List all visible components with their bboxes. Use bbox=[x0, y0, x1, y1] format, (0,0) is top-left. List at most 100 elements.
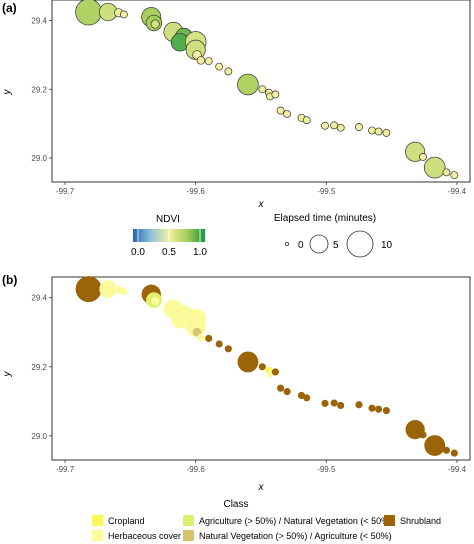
size-legend-key-5 bbox=[309, 234, 329, 254]
elapsed-time-legend: Elapsed time (minutes) 0 5 10 bbox=[274, 213, 393, 258]
panel-a-x-axis: -99.7 -99.6 -99.5 -99.4 bbox=[56, 182, 467, 196]
data-point bbox=[321, 399, 329, 407]
panel-a-y-axis: 29.4 29.2 29.0 bbox=[31, 17, 52, 163]
data-point bbox=[237, 351, 259, 373]
panel-b-x-tick-label: -99.4 bbox=[448, 465, 467, 474]
size-legend-label: 5 bbox=[333, 240, 339, 251]
panel-b: (b) 29.429.229.0 -99.7 -99.6 -99.5 -99.4 x … bbox=[2, 273, 471, 541]
data-point bbox=[119, 10, 128, 19]
data-point bbox=[450, 449, 458, 457]
data-point bbox=[382, 128, 391, 137]
data-point bbox=[224, 345, 232, 353]
panel-b-x-axis: -99.7 -99.6 -99.5 -99.4 bbox=[56, 460, 467, 474]
data-point bbox=[419, 431, 427, 439]
ndvi-tick-label: 0.5 bbox=[162, 247, 176, 258]
class-legend: Class Cropland Herbaceous cover Agricult… bbox=[92, 499, 441, 541]
panel-a-x-axis-title: x bbox=[258, 199, 265, 210]
data-point bbox=[215, 340, 223, 348]
legend-label-natural-vegetation-dominant: Natural Vegetation (> 50%) / Agriculture… bbox=[199, 531, 392, 541]
data-point bbox=[150, 19, 160, 29]
size-legend-label: 10 bbox=[381, 240, 393, 251]
panel-b-tag: (b) bbox=[2, 273, 17, 287]
data-point bbox=[442, 168, 451, 177]
data-point bbox=[321, 121, 329, 130]
panel-b-y-tick-label: 29.4 bbox=[31, 294, 47, 303]
panel-a-x-tick-label: -99.6 bbox=[187, 187, 206, 196]
data-point bbox=[442, 446, 451, 454]
legend-key-shrubland bbox=[384, 515, 395, 526]
data-point bbox=[271, 368, 279, 376]
ndvi-tick-label: 1.0 bbox=[193, 247, 207, 258]
panel-a-x-tick-label: -99.4 bbox=[448, 187, 467, 196]
panel-a: (a) 29.429.229.0 -99.7 -99.6 -99.5 -99.4 x … bbox=[2, 0, 471, 258]
panel-a-y-axis-title: y bbox=[2, 89, 13, 96]
panel-a-points bbox=[75, 0, 459, 180]
data-point bbox=[75, 276, 102, 303]
legend-label-herbaceous-cover: Herbaceous cover bbox=[108, 531, 181, 541]
panel-b-x-tick-label: -99.5 bbox=[317, 465, 336, 474]
data-point bbox=[277, 384, 285, 392]
panel-b-x-tick-label: -99.7 bbox=[56, 465, 75, 474]
size-legend-key-0 bbox=[284, 241, 289, 246]
data-point bbox=[424, 435, 446, 456]
data-point bbox=[75, 0, 102, 26]
data-point bbox=[450, 171, 459, 180]
panel-b-y-tick-label: 29.2 bbox=[31, 363, 47, 372]
panel-a-y-tick-label: 29.4 bbox=[31, 17, 47, 26]
legend-label-cropland: Cropland bbox=[108, 516, 145, 526]
size-legend-label: 0 bbox=[298, 240, 304, 251]
panel-a-tag: (a) bbox=[2, 1, 17, 15]
data-point bbox=[330, 399, 338, 407]
ndvi-tick-label: 0.0 bbox=[131, 247, 145, 258]
panel-b-y-axis-title: y bbox=[2, 371, 13, 378]
panel-b-y-tick-label: 29.0 bbox=[31, 432, 47, 441]
data-point bbox=[382, 407, 390, 415]
data-point bbox=[205, 334, 213, 343]
data-point bbox=[197, 333, 205, 342]
data-point bbox=[374, 127, 383, 136]
panel-b-points bbox=[75, 276, 458, 457]
data-point bbox=[215, 62, 224, 71]
data-point bbox=[120, 287, 128, 296]
ndvi-legend-title: NDVI bbox=[156, 214, 180, 225]
data-point bbox=[171, 310, 189, 329]
legend-key-natural-vegetation-dominant bbox=[183, 530, 194, 541]
data-point bbox=[302, 116, 311, 125]
data-point bbox=[355, 123, 363, 131]
panel-b-x-tick-label: -99.6 bbox=[187, 465, 206, 474]
legend-key-herbaceous-cover bbox=[92, 530, 103, 541]
data-point bbox=[355, 401, 363, 409]
data-point bbox=[283, 388, 291, 396]
legend-key-cropland bbox=[92, 515, 103, 526]
data-point bbox=[99, 280, 117, 298]
data-point bbox=[204, 57, 213, 66]
legend-key-agriculture-dominant bbox=[183, 515, 194, 526]
data-point bbox=[336, 123, 345, 132]
data-point bbox=[368, 126, 376, 135]
panel-a-x-tick-label: -99.7 bbox=[56, 187, 75, 196]
legend-label-agriculture-dominant: Agriculture (> 50%) / Natural Vegetation… bbox=[199, 516, 392, 526]
panel-a-y-tick-label: 29.2 bbox=[31, 85, 47, 94]
data-point bbox=[419, 153, 427, 161]
panel-b-x-axis-title: x bbox=[258, 482, 265, 493]
data-point bbox=[258, 363, 266, 371]
panel-a-y-tick-label: 29.0 bbox=[31, 154, 47, 163]
size-legend-key-10 bbox=[346, 230, 374, 258]
data-point bbox=[337, 401, 345, 410]
data-point bbox=[330, 121, 339, 130]
data-point bbox=[151, 297, 160, 306]
class-legend-title: Class bbox=[223, 499, 248, 510]
data-point bbox=[374, 405, 383, 413]
data-point bbox=[423, 156, 446, 179]
panel-a-x-tick-label: -99.5 bbox=[317, 187, 336, 196]
panel-b-y-axis: 29.4 29.2 29.0 bbox=[31, 294, 52, 441]
data-point bbox=[283, 110, 292, 118]
data-point bbox=[303, 394, 311, 402]
data-point bbox=[258, 85, 267, 94]
data-point bbox=[276, 106, 285, 115]
data-point bbox=[271, 90, 280, 99]
ndvi-legend: NDVI 0.0 0.5 1.0 bbox=[131, 214, 207, 258]
data-point bbox=[224, 67, 233, 76]
data-point bbox=[237, 73, 259, 96]
